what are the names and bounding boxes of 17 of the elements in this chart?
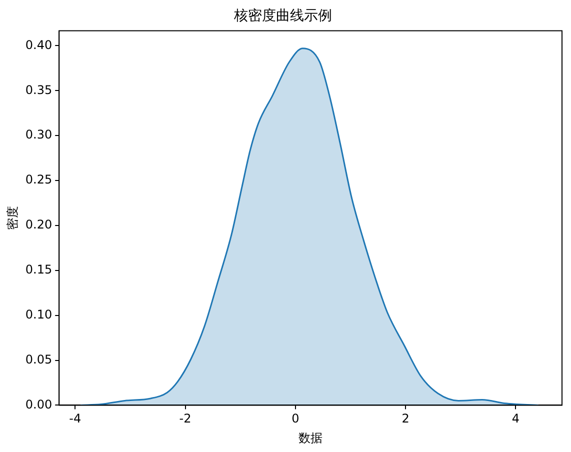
y-tick-label: 0.20	[25, 218, 52, 232]
y-tick-label: 0.35	[25, 82, 52, 97]
y-axis-title: 密度	[5, 206, 20, 230]
x-tick-label: 0	[292, 412, 300, 426]
y-tick-label: 0.10	[25, 307, 52, 322]
x-axis-title: 数据	[298, 430, 323, 445]
y-tick-label: 0.15	[25, 262, 52, 277]
y-tick-label: 0.30	[25, 128, 52, 142]
y-tick-label: 0.00	[25, 397, 52, 412]
y-tick-label: 0.25	[25, 172, 52, 187]
x-tick-label: 4	[512, 412, 520, 426]
y-tick-label: 0.40	[25, 38, 52, 52]
y-tick-label: 0.05	[25, 352, 52, 366]
x-tick-label: -4	[69, 412, 82, 426]
x-tick-label: -2	[179, 412, 192, 426]
x-tick-label: 2	[402, 412, 410, 426]
chart-title: 核密度曲线示例	[233, 8, 332, 24]
